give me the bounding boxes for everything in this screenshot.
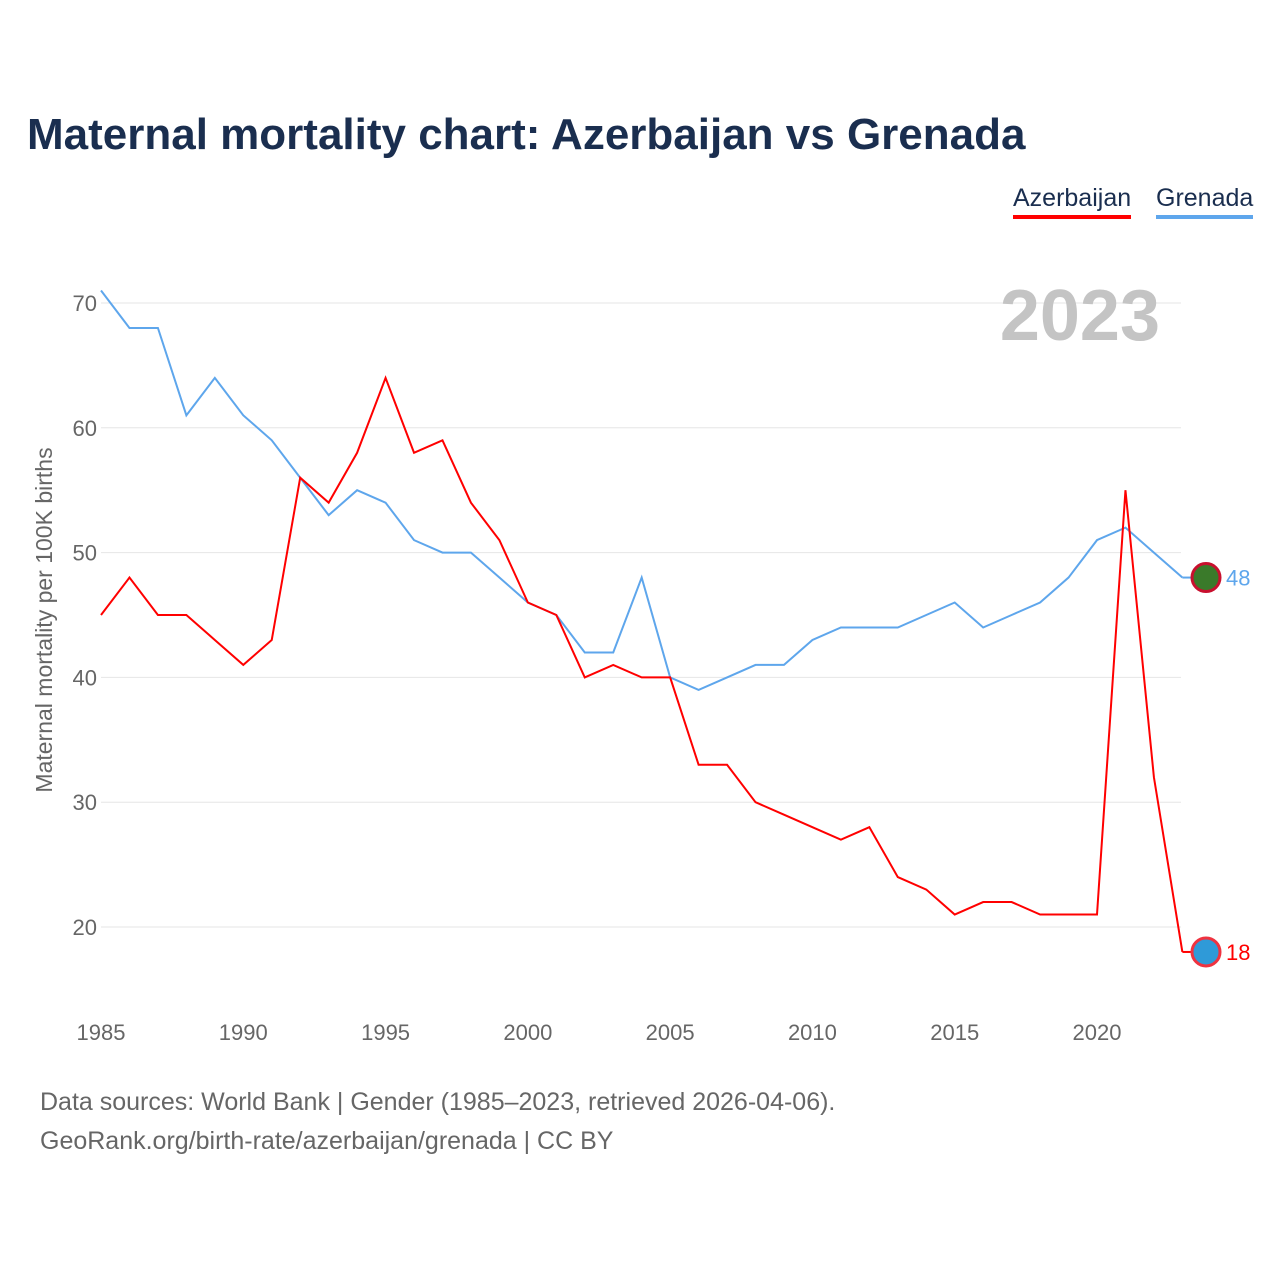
y-tick-label: 20 (73, 915, 97, 940)
x-tick-label: 2000 (503, 1020, 552, 1045)
flag-azerbaijan-icon (1190, 936, 1222, 968)
y-tick-label: 50 (73, 541, 97, 566)
series-line-azerbaijan (100, 375, 1184, 953)
end-value-label: 18 (1226, 940, 1250, 965)
footer-sources: Data sources: World Bank | Gender (1985–… (40, 1088, 836, 1116)
y-tick-label: 60 (73, 416, 97, 441)
y-tick-label: 40 (73, 665, 97, 690)
legend-grenada[interactable]: Grenada (1156, 184, 1254, 219)
x-tick-label: 1985 (77, 1020, 126, 1045)
series-line-grenada (100, 289, 1184, 691)
x-tick-label: 2010 (788, 1020, 837, 1045)
x-tick-label: 1995 (361, 1020, 410, 1045)
footer-link[interactable]: GeoRank.org/birth-rate/azerbaijan/grenad… (40, 1127, 614, 1155)
flag-grenada-icon (1190, 562, 1222, 594)
y-tick-label: 30 (73, 790, 97, 815)
x-tick-label: 2020 (1073, 1020, 1122, 1045)
y-tick-label: 70 (73, 291, 97, 316)
x-tick-label: 1990 (219, 1020, 268, 1045)
x-tick-label: 2005 (646, 1020, 695, 1045)
y-axis-label: Maternal mortality per 100K births (31, 447, 57, 792)
x-tick-label: 2015 (930, 1020, 979, 1045)
year-watermark: 2023 (1000, 276, 1160, 356)
end-value-label: 48 (1226, 566, 1250, 591)
chart-title: Maternal mortality chart: Azerbaijan vs … (27, 110, 1026, 159)
legend-azerbaijan[interactable]: Azerbaijan (1013, 184, 1132, 219)
